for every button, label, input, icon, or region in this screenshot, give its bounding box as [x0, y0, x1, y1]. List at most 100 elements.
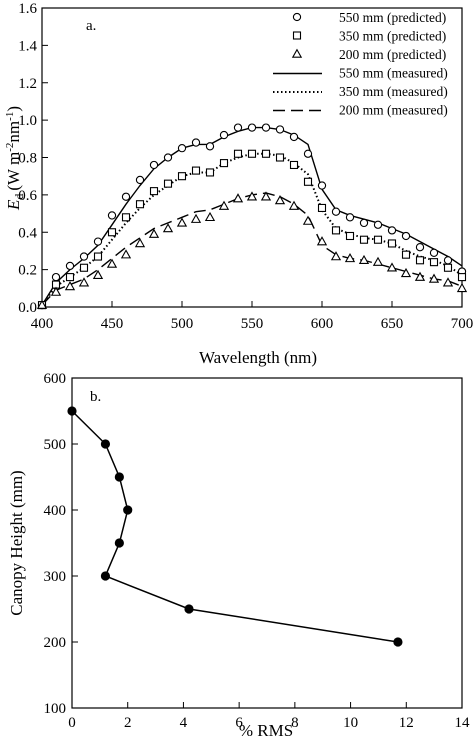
y-tick-label: 1.2: [18, 76, 37, 92]
y-tick-label: 200: [44, 635, 67, 651]
square-marker: [292, 31, 302, 40]
x-tick-label: 2: [124, 715, 132, 731]
panel-a-label: a.: [86, 18, 96, 34]
circle-marker: [233, 123, 243, 132]
circle-marker: [261, 123, 271, 132]
y-tick-label: 100: [44, 701, 67, 717]
x-tick-label: 500: [171, 316, 194, 332]
square-marker: [331, 226, 341, 235]
triangle-marker: [246, 191, 258, 201]
circle-marker: [443, 256, 453, 265]
panel-a-spectra-chart: 0.0 0.2 0.4 0.6 0.8 1.0 1.2 1.4 1.6 400 450 500 550…: [4, 1, 473, 367]
panel-b-label: b.: [90, 389, 101, 405]
square-marker: [247, 149, 257, 158]
series-line-dotted: [41, 152, 463, 306]
circle-marker: [289, 132, 299, 142]
triangle-marker: [36, 299, 48, 309]
triangle-marker: [50, 286, 62, 296]
panel-a-x-axis-label: Wavelength (nm): [199, 348, 317, 367]
circle-marker: [303, 149, 313, 158]
triangle-marker: [232, 193, 244, 203]
square-marker: [191, 166, 201, 175]
circle-marker: [345, 213, 355, 222]
triangle-marker: [442, 277, 454, 287]
square-marker: [205, 168, 215, 177]
triangle-marker: [218, 200, 230, 210]
panel-b-y-axis-label: Canopy Height (mm): [7, 470, 26, 615]
panel-b-x-axis-label: % RMS: [239, 721, 293, 738]
legend-entry-label: 200 mm (predicted): [339, 47, 446, 62]
triangle-marker: [120, 249, 132, 259]
y-tick-label: 1.6: [18, 1, 37, 17]
rms-point: [114, 472, 124, 482]
y-tick-label: 1.0: [18, 113, 37, 129]
circle-marker: [373, 220, 383, 229]
x-tick-label: 4: [180, 715, 188, 731]
square-marker: [275, 153, 285, 162]
square-marker: [65, 273, 75, 282]
triangle-marker: [134, 238, 146, 248]
square-marker: [373, 235, 383, 244]
triangle-marker: [288, 200, 300, 210]
y-label-exp1: -2: [4, 143, 16, 152]
triangle-marker: [92, 269, 104, 279]
square-marker: [443, 263, 453, 272]
circle-marker: [415, 243, 425, 252]
circle-marker: [401, 231, 411, 241]
square-marker: [457, 273, 467, 282]
y-label-exp2: -1: [4, 112, 16, 121]
y-label-main: E: [4, 199, 23, 211]
triangle-marker: [302, 215, 314, 225]
triangle-marker: [176, 217, 188, 227]
triangle-marker: [106, 258, 118, 268]
x-tick-label: 10: [343, 715, 358, 731]
circle-marker: [149, 160, 159, 170]
y-tick-label: 0.6: [18, 188, 37, 204]
square-marker: [359, 235, 369, 244]
circle-marker: [163, 153, 173, 162]
square-marker: [415, 256, 425, 265]
square-marker: [387, 239, 397, 248]
y-tick-label: 1.4: [18, 38, 37, 54]
triangle-marker: [428, 273, 440, 283]
y-tick-label: 300: [44, 569, 67, 585]
circle-marker: [359, 218, 369, 228]
panel-b-frame: [71, 377, 463, 709]
square-marker: [163, 179, 173, 188]
square-marker: [345, 231, 355, 241]
rms-point: [123, 505, 133, 515]
square-marker: [317, 203, 327, 213]
square-marker: [107, 228, 117, 237]
legend-entry-label: 550 mm (measured): [339, 66, 448, 81]
rms-point: [67, 406, 77, 416]
circle-marker: [65, 261, 75, 271]
circle-marker: [219, 130, 229, 140]
y-tick-label: 600: [44, 371, 67, 387]
rms-point: [114, 538, 124, 548]
circle-marker: [205, 142, 215, 151]
triangle-marker: [344, 252, 356, 263]
circle-marker: [135, 175, 145, 185]
x-tick-label: 700: [451, 316, 474, 332]
circle-marker: [331, 207, 341, 216]
triangle-marker: [162, 223, 174, 233]
y-label-units: (W m: [4, 152, 23, 191]
legend-entry-label: 200 mm (measured): [339, 103, 448, 118]
circle-marker: [79, 252, 89, 261]
square-marker: [261, 149, 271, 158]
square-marker: [401, 250, 411, 259]
x-tick-label: 14: [455, 715, 471, 731]
circle-marker: [121, 192, 131, 201]
circle-marker: [191, 138, 201, 147]
circle-marker: [429, 248, 439, 257]
x-tick-label: 12: [399, 715, 414, 731]
triangle-marker: [372, 256, 384, 266]
circle-marker: [93, 237, 103, 246]
triangle-marker: [78, 277, 90, 287]
triangle-marker: [386, 262, 398, 272]
x-tick-label: 450: [101, 316, 124, 332]
y-label-mid: nm: [4, 121, 23, 143]
square-marker: [135, 200, 145, 209]
square-marker: [93, 252, 103, 261]
